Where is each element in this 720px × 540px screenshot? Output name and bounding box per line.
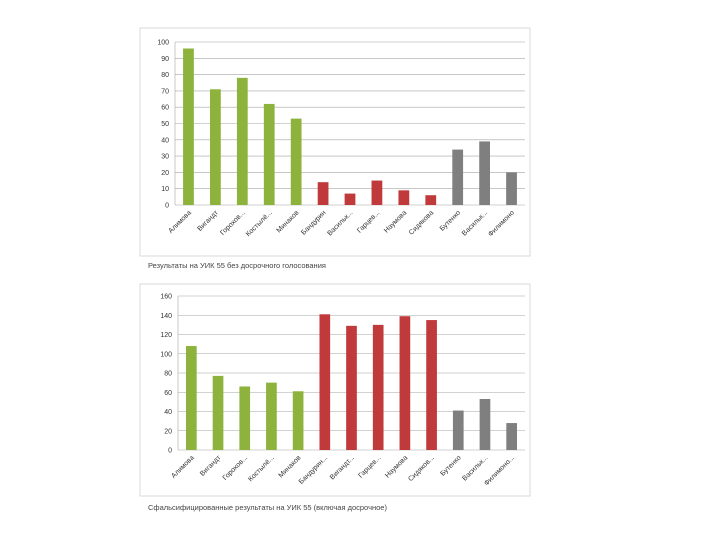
chart-frame [139,283,531,497]
caption: Результаты на УИК 55 без досрочного голо… [148,261,326,270]
y-tick-label: 80 [161,72,169,79]
bar [452,149,464,205]
y-tick-label: 90 [161,56,169,63]
bar [266,382,277,450]
bar [210,89,221,205]
y-tick-label: 100 [160,351,172,358]
bar [506,172,517,205]
y-tick-label: 30 [161,154,169,161]
bar [236,77,248,205]
bar [319,314,331,450]
bar [479,141,490,205]
y-tick-label: 100 [157,40,169,47]
bar [426,320,437,450]
y-tick-label: 120 [160,332,172,339]
y-tick-label: 0 [165,203,169,210]
bar [183,48,194,205]
y-tick-label: 50 [161,121,169,128]
bar [398,190,410,205]
bar [452,410,464,450]
bar [344,193,356,205]
caption: Сфальсифицированные результаты на УИК 55… [148,503,387,512]
bar [186,346,197,450]
bar [290,118,302,205]
y-tick-label: 60 [164,390,172,397]
bar [371,180,383,205]
bar [399,316,411,450]
y-tick-label: 40 [164,409,172,416]
y-tick-label: 70 [161,88,169,95]
bar [239,386,251,450]
y-tick-label: 160 [160,294,172,301]
y-tick-label: 60 [161,105,169,112]
chart-frame [139,27,531,257]
y-tick-label: 40 [161,137,169,144]
y-tick-label: 0 [168,448,172,455]
bar [317,182,329,205]
bar [263,103,275,205]
bar [346,325,357,450]
bar [292,391,304,450]
bar [506,423,517,450]
bar [212,375,224,450]
y-tick-label: 140 [160,313,172,320]
bar [479,398,491,450]
y-tick-label: 10 [161,186,169,193]
y-tick-label: 20 [164,428,172,435]
bar [372,324,384,450]
y-tick-label: 20 [161,170,169,177]
bar [425,195,437,205]
y-tick-label: 80 [164,371,172,378]
